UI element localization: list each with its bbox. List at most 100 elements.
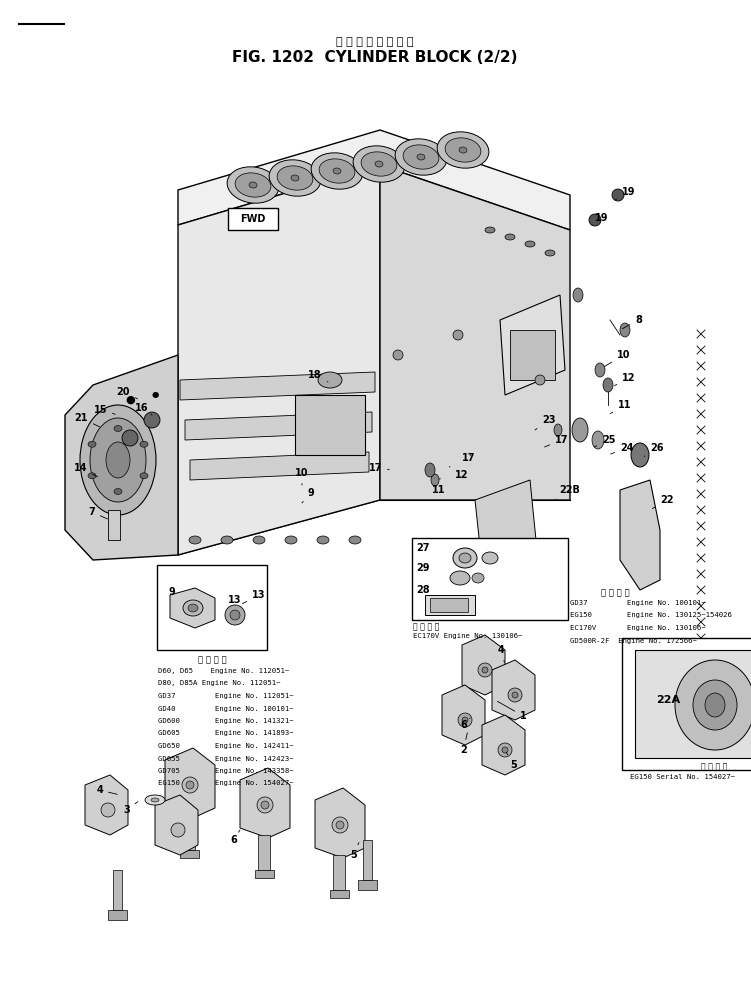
- Polygon shape: [380, 165, 570, 500]
- Ellipse shape: [140, 473, 148, 479]
- Polygon shape: [185, 412, 372, 440]
- Bar: [358, 880, 377, 890]
- Text: 22B: 22B: [555, 485, 580, 500]
- Ellipse shape: [277, 166, 313, 190]
- Ellipse shape: [332, 817, 348, 833]
- Text: 13: 13: [228, 595, 242, 605]
- Ellipse shape: [261, 801, 269, 809]
- Ellipse shape: [361, 151, 397, 176]
- Polygon shape: [178, 130, 570, 230]
- Polygon shape: [180, 372, 375, 400]
- Ellipse shape: [393, 350, 403, 360]
- Text: 4: 4: [96, 785, 117, 795]
- Text: EG150        Engine No. 154027~: EG150 Engine No. 154027~: [158, 781, 294, 786]
- Polygon shape: [165, 748, 215, 818]
- Ellipse shape: [472, 573, 484, 583]
- Ellipse shape: [257, 797, 273, 813]
- Text: GD500R-2F  Engine No. 172566~: GD500R-2F Engine No. 172566~: [570, 638, 697, 644]
- Ellipse shape: [453, 330, 463, 340]
- Ellipse shape: [462, 717, 468, 723]
- Bar: [108, 510, 120, 540]
- Ellipse shape: [478, 663, 492, 677]
- Polygon shape: [462, 635, 505, 695]
- Ellipse shape: [171, 823, 185, 837]
- Ellipse shape: [589, 214, 601, 226]
- Text: 14: 14: [74, 463, 98, 477]
- Text: GD37         Engine No. 112051~: GD37 Engine No. 112051~: [158, 693, 294, 699]
- Ellipse shape: [182, 777, 198, 793]
- Text: 3: 3: [123, 802, 137, 815]
- Text: 適 用 号 機: 適 用 号 機: [601, 588, 629, 597]
- Ellipse shape: [675, 660, 751, 750]
- Ellipse shape: [417, 154, 425, 160]
- Text: 21: 21: [74, 413, 99, 427]
- Polygon shape: [635, 650, 751, 758]
- Ellipse shape: [592, 431, 604, 449]
- Ellipse shape: [349, 536, 361, 544]
- Text: 10: 10: [605, 350, 631, 367]
- Ellipse shape: [336, 821, 344, 829]
- Text: 2: 2: [460, 732, 467, 755]
- Text: FWD: FWD: [240, 214, 266, 224]
- Ellipse shape: [144, 412, 160, 428]
- Ellipse shape: [505, 234, 515, 240]
- Text: 5: 5: [506, 752, 517, 770]
- Bar: [425, 595, 475, 615]
- Polygon shape: [620, 480, 660, 590]
- Ellipse shape: [525, 241, 535, 247]
- Text: 適 用 号 機: 適 用 号 機: [413, 622, 439, 631]
- Bar: [510, 330, 555, 380]
- Text: 26: 26: [644, 443, 663, 456]
- Ellipse shape: [498, 743, 512, 757]
- Bar: [333, 855, 345, 890]
- Ellipse shape: [403, 145, 439, 169]
- Ellipse shape: [122, 430, 138, 446]
- Ellipse shape: [508, 688, 522, 702]
- Ellipse shape: [502, 747, 508, 753]
- Ellipse shape: [317, 536, 329, 544]
- Polygon shape: [170, 588, 215, 628]
- Text: 適 用 号 機: 適 用 号 機: [701, 762, 727, 771]
- Ellipse shape: [114, 489, 122, 494]
- Text: EG150        Engine No. 130125~154026: EG150 Engine No. 130125~154026: [570, 612, 732, 618]
- Polygon shape: [500, 295, 565, 395]
- Text: ●: ●: [125, 395, 135, 405]
- Text: 8: 8: [623, 315, 642, 328]
- Text: 1: 1: [497, 701, 526, 721]
- Text: 12: 12: [449, 467, 469, 480]
- Bar: [228, 208, 278, 230]
- Polygon shape: [475, 480, 538, 575]
- Text: 4: 4: [498, 645, 505, 663]
- Polygon shape: [178, 165, 380, 555]
- Ellipse shape: [603, 378, 613, 392]
- Ellipse shape: [101, 803, 115, 817]
- Text: 19: 19: [615, 187, 635, 200]
- Ellipse shape: [311, 152, 363, 189]
- Text: 9: 9: [169, 587, 176, 597]
- Text: 17: 17: [544, 435, 569, 447]
- Text: 22: 22: [653, 495, 674, 508]
- Ellipse shape: [269, 160, 321, 197]
- Polygon shape: [85, 775, 128, 835]
- Ellipse shape: [512, 692, 518, 698]
- Text: 適 用 号 機: 適 用 号 機: [198, 655, 226, 664]
- Ellipse shape: [693, 680, 737, 730]
- Text: 7: 7: [89, 507, 107, 519]
- Ellipse shape: [437, 132, 489, 168]
- Ellipse shape: [225, 605, 245, 625]
- Ellipse shape: [459, 553, 471, 563]
- Ellipse shape: [140, 441, 148, 447]
- Ellipse shape: [458, 713, 472, 727]
- Text: 29: 29: [417, 563, 430, 573]
- Bar: [180, 850, 199, 858]
- Ellipse shape: [188, 604, 198, 612]
- Bar: [330, 890, 349, 898]
- Ellipse shape: [445, 138, 481, 162]
- Text: D60, D65    Engine No. 112051~: D60, D65 Engine No. 112051~: [158, 668, 289, 674]
- Ellipse shape: [318, 372, 342, 388]
- Ellipse shape: [482, 552, 498, 564]
- Text: EC170V       Engine No. 130106~: EC170V Engine No. 130106~: [570, 625, 706, 631]
- Text: 13: 13: [243, 590, 266, 604]
- Ellipse shape: [353, 145, 405, 182]
- Ellipse shape: [235, 173, 271, 198]
